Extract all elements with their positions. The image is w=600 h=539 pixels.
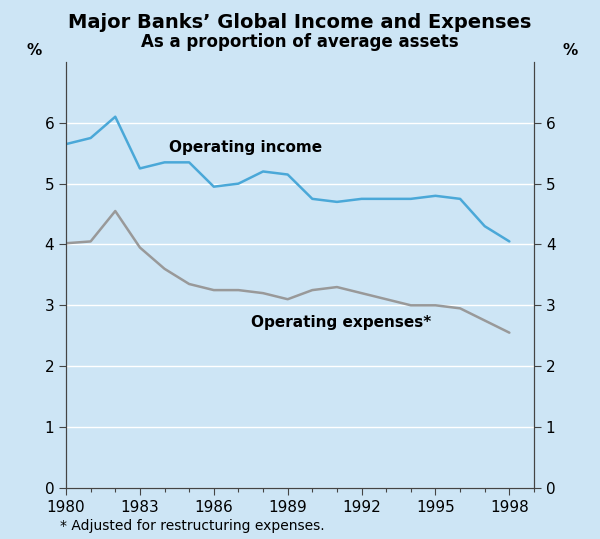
Text: As a proportion of average assets: As a proportion of average assets bbox=[141, 33, 459, 51]
Text: %: % bbox=[562, 43, 577, 58]
Text: * Adjusted for restructuring expenses.: * Adjusted for restructuring expenses. bbox=[60, 519, 325, 533]
Text: Operating expenses*: Operating expenses* bbox=[251, 315, 431, 329]
Text: Operating income: Operating income bbox=[169, 140, 323, 155]
Text: %: % bbox=[26, 43, 41, 58]
Text: Major Banks’ Global Income and Expenses: Major Banks’ Global Income and Expenses bbox=[68, 13, 532, 32]
